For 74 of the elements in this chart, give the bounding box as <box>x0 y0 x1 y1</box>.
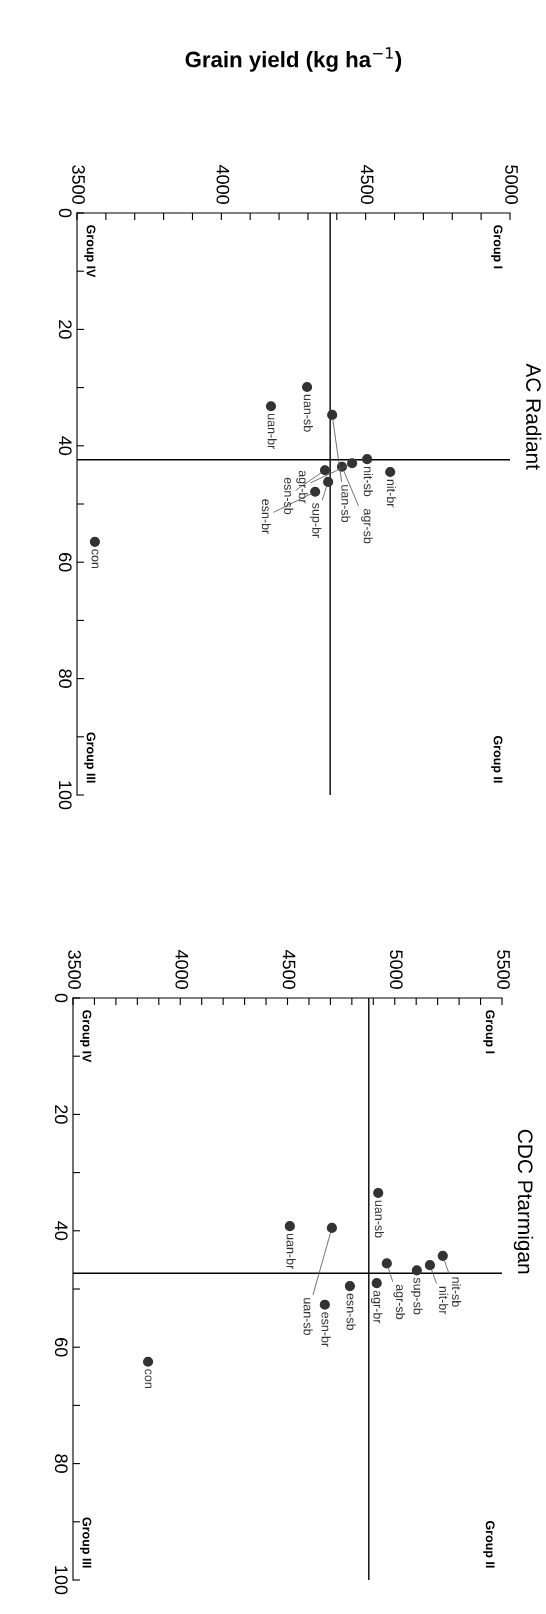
point <box>381 1258 392 1269</box>
y-tick-label: 80 <box>58 669 72 688</box>
y-tick-label: 40 <box>54 1221 68 1241</box>
annotation: con <box>91 549 99 569</box>
x-tick-label: 5000 <box>505 165 518 204</box>
point <box>326 1222 337 1233</box>
annotation: con <box>144 1369 152 1389</box>
annotation: Group IV <box>84 225 96 278</box>
point <box>344 1281 356 1292</box>
x-tick-label: 3500 <box>68 950 81 989</box>
annotation: uan-sb <box>303 1298 313 1336</box>
annotation: sup-sb <box>411 1277 423 1315</box>
point <box>142 1356 154 1367</box>
annotation: sup-br <box>309 503 322 538</box>
y-tick-label: 0 <box>54 993 68 1003</box>
point <box>385 466 396 478</box>
annotation: uan-br <box>267 413 277 450</box>
x-tick-label: 3500 <box>72 165 85 204</box>
point <box>424 1260 436 1271</box>
text: AC Radiant <box>526 363 542 470</box>
x-tick-label: 4000 <box>175 949 189 989</box>
x-axis-title: Grain yield (kg ha$^{−1}$) <box>185 47 402 72</box>
annotation: Group III <box>80 1517 92 1568</box>
annotation: uan-br <box>286 1233 296 1270</box>
point <box>362 454 373 465</box>
x-tick-label: 5500 <box>497 950 510 989</box>
y-tick-label: 80 <box>54 1454 68 1473</box>
point <box>437 1250 448 1261</box>
annotation: nit-br <box>386 479 397 508</box>
annotation: nit-br <box>439 1286 449 1315</box>
x-tick-label: 4000 <box>216 164 230 204</box>
y-tick-label: 20 <box>58 320 72 339</box>
y-tick-label: 100 <box>54 1566 68 1595</box>
annotation: agr-sb <box>361 508 373 544</box>
annotation: uan-sb <box>303 394 313 432</box>
x-tick-label: 4500 <box>282 949 296 989</box>
y-tick-label: 40 <box>58 436 72 456</box>
x-tick-label: 4500 <box>360 164 374 204</box>
point <box>323 476 334 487</box>
point <box>373 1187 384 1199</box>
annotation: Group I <box>483 1010 495 1054</box>
point <box>310 486 321 497</box>
annotation: uan-sb <box>341 485 351 523</box>
point <box>347 458 358 469</box>
annotation: esn-br <box>321 1312 331 1347</box>
annotation: Group I <box>491 225 503 269</box>
point <box>327 409 338 421</box>
point <box>89 536 100 547</box>
annotation: esn-sb <box>284 477 294 515</box>
annotation: nit-sb <box>363 466 373 497</box>
annotation: Group III <box>84 732 96 783</box>
annotation: Group II <box>491 735 503 783</box>
y-tick-label: 60 <box>58 553 72 572</box>
y-tick-label: 20 <box>54 1105 68 1124</box>
point <box>371 1278 382 1289</box>
annotation: agr-sb <box>393 1284 406 1320</box>
point <box>319 1299 330 1310</box>
annotation: agr-br <box>370 1290 383 1324</box>
annotation: esn-br <box>261 499 271 534</box>
point <box>284 1221 295 1232</box>
text: CDC Ptarmigan <box>513 1129 534 1274</box>
annotation: Group IV <box>80 1010 92 1063</box>
annotation: agr-br <box>296 470 308 504</box>
y-tick-label: 0 <box>58 208 72 218</box>
annotation: Group II <box>483 1520 495 1568</box>
y-tick-label: 60 <box>54 1338 68 1357</box>
annotation: nit-sb <box>451 1277 462 1307</box>
point <box>265 401 277 412</box>
point <box>411 1265 422 1276</box>
y-tick-label: 100 <box>58 781 72 810</box>
annotation: uan-sb <box>374 1200 385 1238</box>
point <box>301 381 313 393</box>
x-tick-label: 5000 <box>389 950 403 989</box>
annotation: esn-sb <box>346 1293 356 1331</box>
